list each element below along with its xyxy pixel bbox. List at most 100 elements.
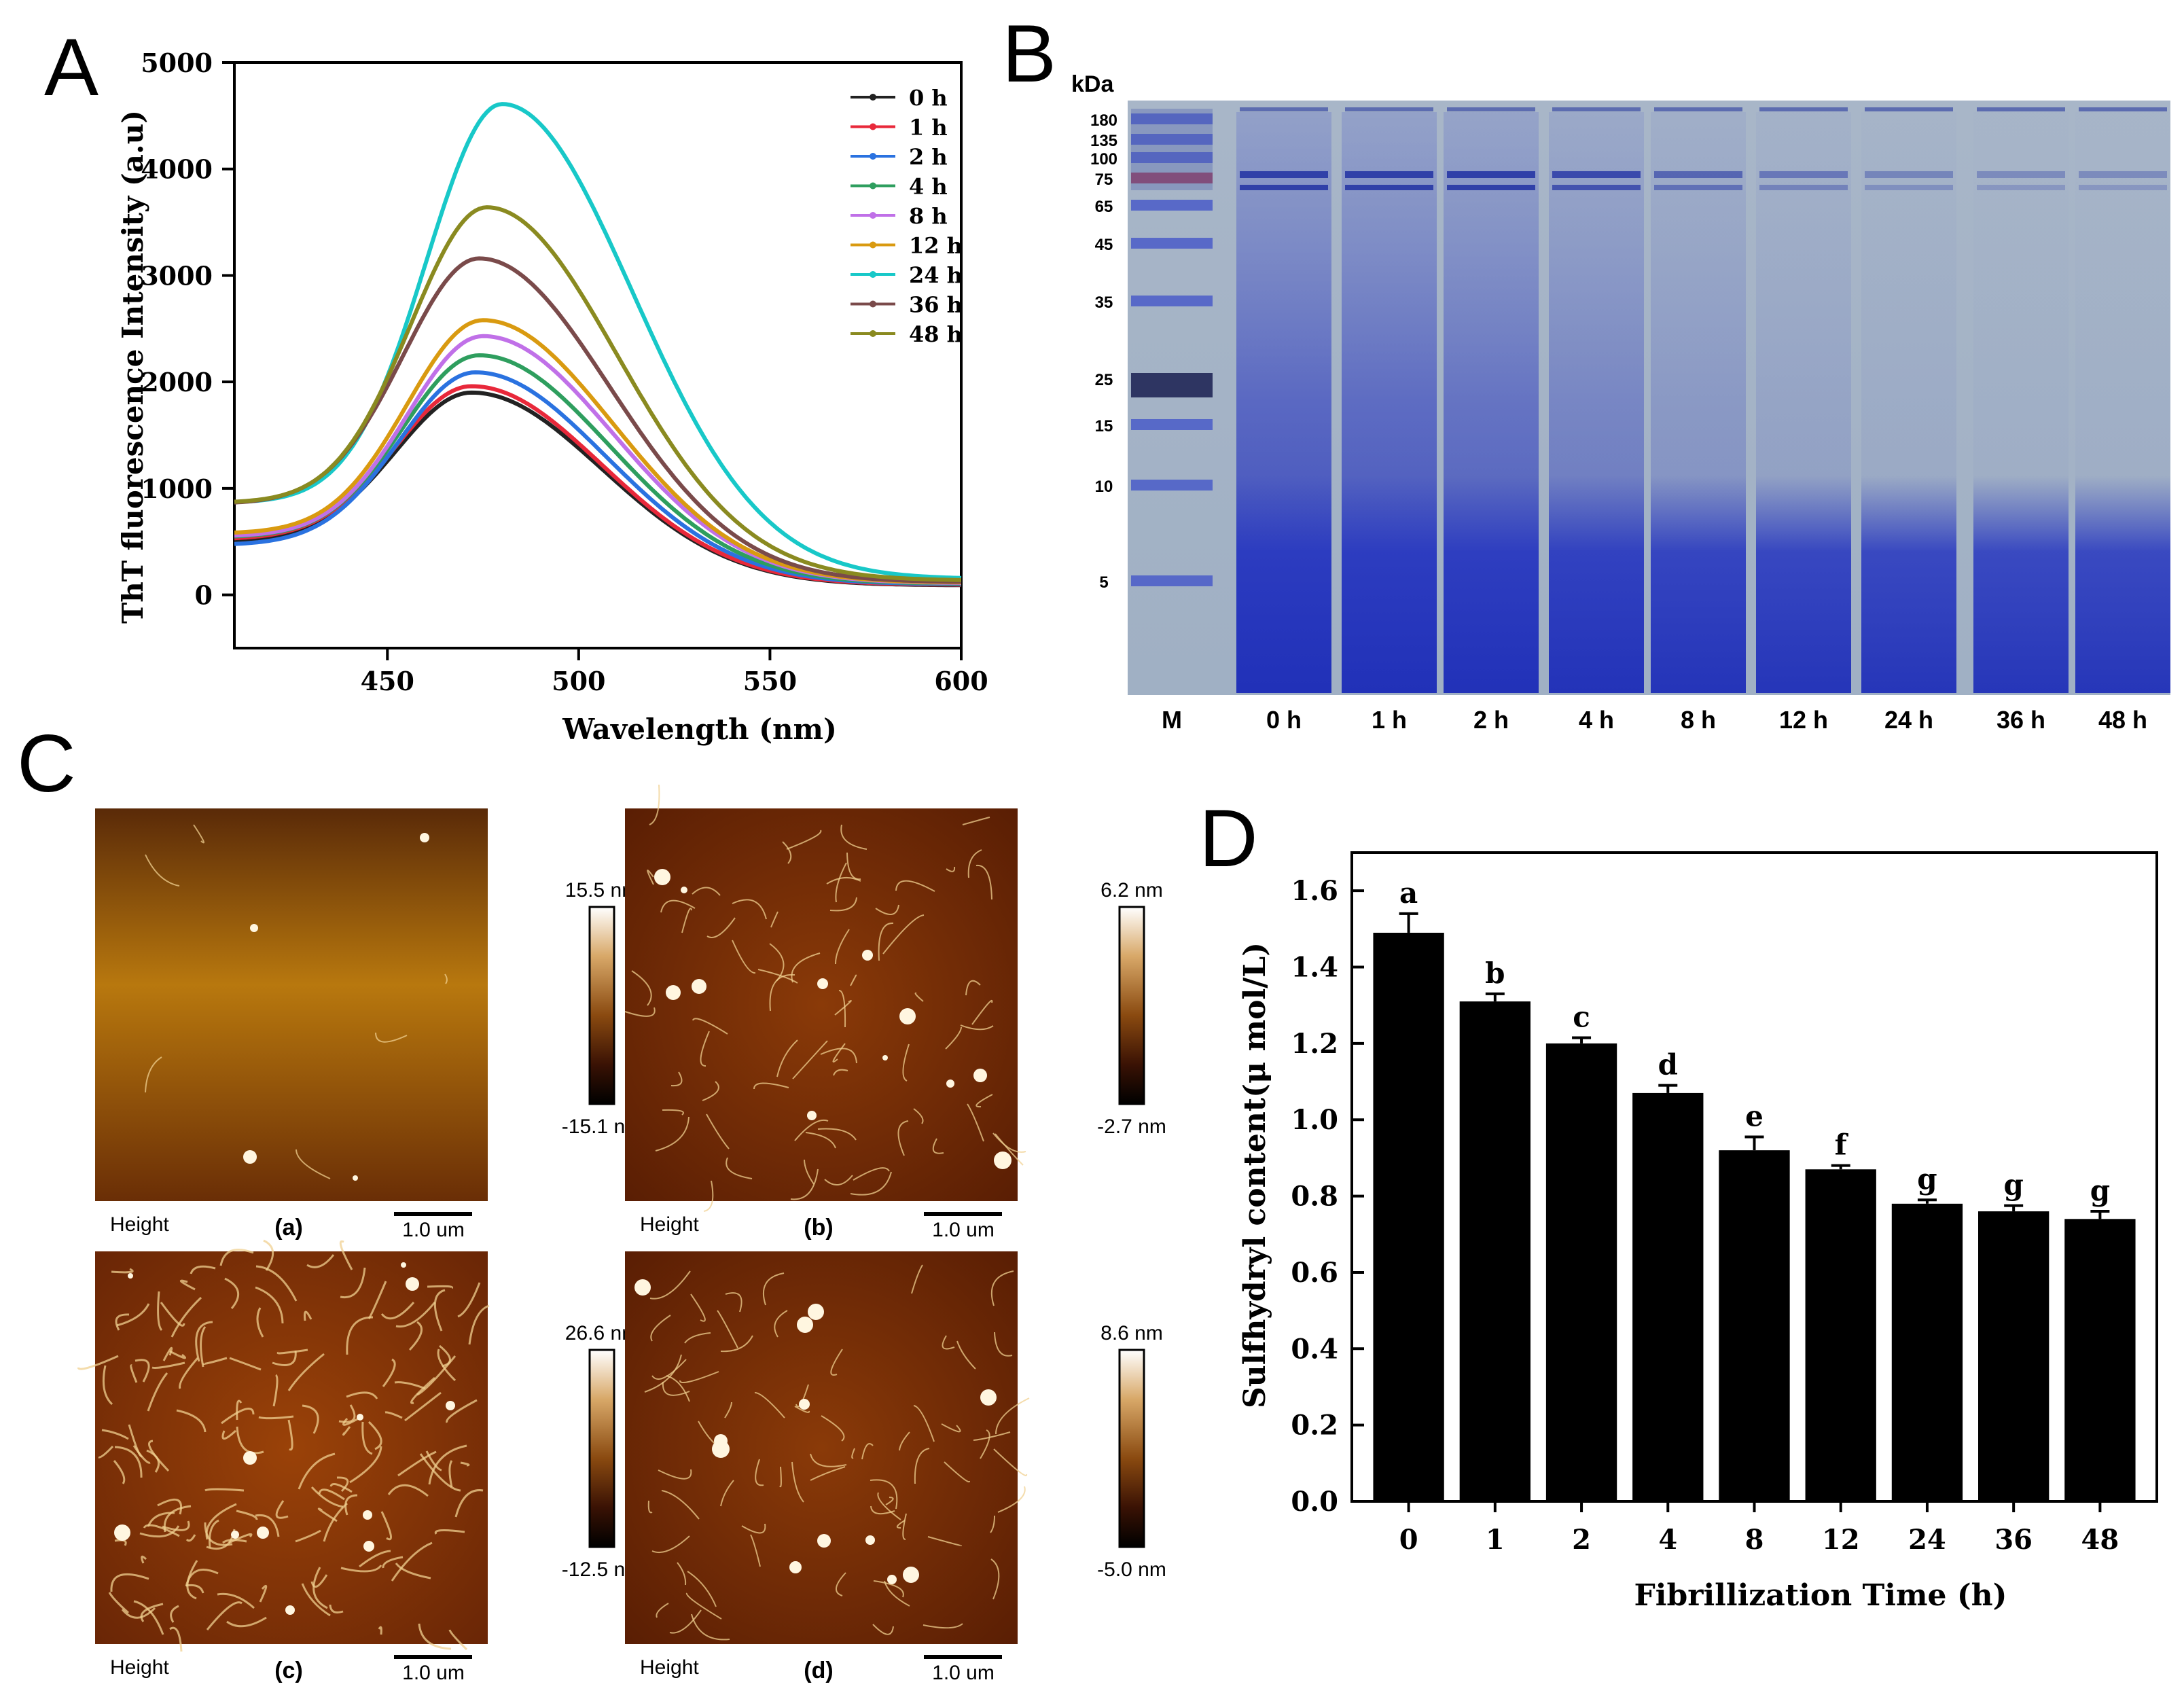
- afm-fibril: [221, 1408, 255, 1425]
- afm-fibril: [660, 899, 696, 913]
- afm-min-label: -5.0 nm: [1097, 1558, 1166, 1581]
- gel-marker-smear: [1131, 109, 1213, 190]
- afm-fibril: [169, 1350, 186, 1359]
- gel-marker-band: [1131, 134, 1213, 145]
- afm-fibril: [219, 1248, 254, 1266]
- panel-label-b: B: [1002, 8, 1056, 99]
- gel-marker-label: 25: [1095, 371, 1113, 389]
- afm-particle: [712, 1440, 730, 1458]
- afm-particle: [980, 1389, 997, 1406]
- afm-fibril: [914, 992, 924, 1002]
- afm-fibril: [434, 1529, 465, 1535]
- chart-d-bar: [1719, 1150, 1790, 1501]
- afm-particle: [446, 1401, 455, 1410]
- gel-lane-bottom-band: [1549, 476, 1644, 693]
- chart-a-xtick-label: 450: [361, 666, 414, 696]
- chart-a-legend: 0 h 1 h 2 h 4 h 8 h 12 h 24 h 36 h 48 h: [851, 85, 963, 347]
- afm-fibril: [382, 1556, 404, 1569]
- afm-fibril: [650, 1315, 671, 1342]
- afm-fibril: [651, 1359, 687, 1380]
- afm-height-label: Height: [640, 1656, 699, 1679]
- afm-fibril: [359, 1550, 391, 1568]
- chart-a-series-line: [234, 353, 961, 586]
- gel-marker-band: [1131, 173, 1213, 183]
- chart-a-legend-marker: [870, 123, 876, 130]
- afm-fibril: [236, 1399, 243, 1421]
- chart-a-xtick-label: 600: [934, 666, 988, 696]
- fluorescence-line-chart: 0 1000 2000 3000 4000 5000 450 500 550 600 0 h 1 …: [116, 48, 988, 746]
- afm-fibril: [732, 899, 767, 920]
- chart-d-xtick-label: 24: [1908, 1524, 1946, 1556]
- chart-d-ytick-label: 1.4: [1291, 952, 1338, 984]
- gel-marker-label: 45: [1095, 236, 1113, 254]
- afm-fibril: [128, 1424, 143, 1457]
- afm-fibril: [108, 1592, 129, 1614]
- afm-fibril: [706, 1113, 730, 1149]
- afm-particle: [797, 1317, 813, 1333]
- afm-image-id: (a): [274, 1215, 303, 1241]
- afm-fibril: [102, 1365, 113, 1406]
- gel-lane-well: [1759, 107, 1848, 111]
- chart-a-ytick-label: 5000: [141, 48, 213, 78]
- afm-fibril: [911, 1264, 923, 1294]
- afm-fibril: [971, 999, 993, 1025]
- afm-fibril: [662, 1109, 684, 1116]
- afm-particle: [634, 1279, 651, 1296]
- chart-a-legend-label: 1 h: [909, 115, 948, 141]
- afm-fibril: [346, 1391, 378, 1399]
- gel-lane-label: 12 h: [1779, 706, 1828, 734]
- afm-fibril: [113, 1460, 126, 1484]
- chart-a-ytick-label: 3000: [141, 260, 213, 291]
- gel-lane-label: 2 h: [1473, 706, 1509, 734]
- gel-lane-band-65: [1345, 185, 1433, 190]
- afm-fibril: [457, 1282, 481, 1318]
- afm-fibril: [437, 1349, 457, 1382]
- afm-fibril: [647, 1500, 653, 1514]
- afm-fibril: [684, 1332, 711, 1344]
- afm-fibril: [255, 1514, 280, 1537]
- chart-a-legend-label: 12 h: [909, 233, 963, 259]
- chart-d-xlabel: Fibrillization Time (h): [1634, 1578, 2007, 1613]
- afm-fibril: [850, 1171, 892, 1196]
- afm-fibril: [157, 1498, 183, 1515]
- afm-particle: [231, 1531, 239, 1539]
- chart-a-legend-label: 24 h: [909, 262, 963, 288]
- gel-lane-band-75: [1865, 171, 1953, 178]
- afm-fibril: [304, 1310, 312, 1321]
- afm-fibril: [720, 1335, 753, 1353]
- afm-fibril: [202, 1357, 228, 1366]
- chart-d-bar: [1632, 1092, 1704, 1501]
- chart-d-bar: [1545, 1043, 1617, 1501]
- afm-fibril: [923, 1623, 963, 1629]
- afm-fibril: [655, 1116, 690, 1152]
- afm-particle: [808, 1304, 824, 1320]
- afm-fibril: [830, 1349, 843, 1376]
- chart-d-bars: a b c d e f g g g: [1373, 876, 2136, 1501]
- gel-lane-band-75: [1345, 171, 1433, 178]
- afm-fibril: [375, 1032, 408, 1043]
- afm-fibril: [391, 1541, 433, 1582]
- chart-d-significance-letter: d: [1658, 1048, 1678, 1082]
- afm-fibril: [810, 1466, 846, 1481]
- chart-a-x-ticks: 450 500 550 600: [361, 648, 988, 696]
- afm-fibril: [298, 1452, 336, 1490]
- gel-lane-band-65: [1977, 185, 2065, 190]
- chart-d-ylabel: Sulfhydryl content(μ mol/L): [1238, 942, 1272, 1408]
- chart-d-ytick-label: 1.0: [1291, 1104, 1338, 1136]
- chart-d-xtick-label: 4: [1658, 1524, 1677, 1556]
- afm-image-id: (d): [804, 1658, 833, 1683]
- chart-a-ylabel: ThT fluorescence Intensity (a.u): [116, 110, 149, 624]
- afm-fibril: [861, 1443, 874, 1460]
- afm-fibril: [427, 1285, 454, 1289]
- chart-d-xtick-label: 1: [1486, 1524, 1505, 1556]
- afm-fibril: [820, 1048, 857, 1064]
- afm-fibril: [336, 1476, 349, 1493]
- gel-lane-band-75: [1654, 171, 1742, 178]
- afm-fibril: [851, 1448, 855, 1459]
- chart-d-xtick-label: 48: [2081, 1524, 2119, 1556]
- afm-fibril: [384, 1411, 403, 1419]
- afm-fibril: [914, 1448, 930, 1484]
- afm-fibril: [157, 1291, 163, 1332]
- afm-fibril: [162, 1520, 190, 1531]
- gel-marker-band: [1131, 296, 1213, 306]
